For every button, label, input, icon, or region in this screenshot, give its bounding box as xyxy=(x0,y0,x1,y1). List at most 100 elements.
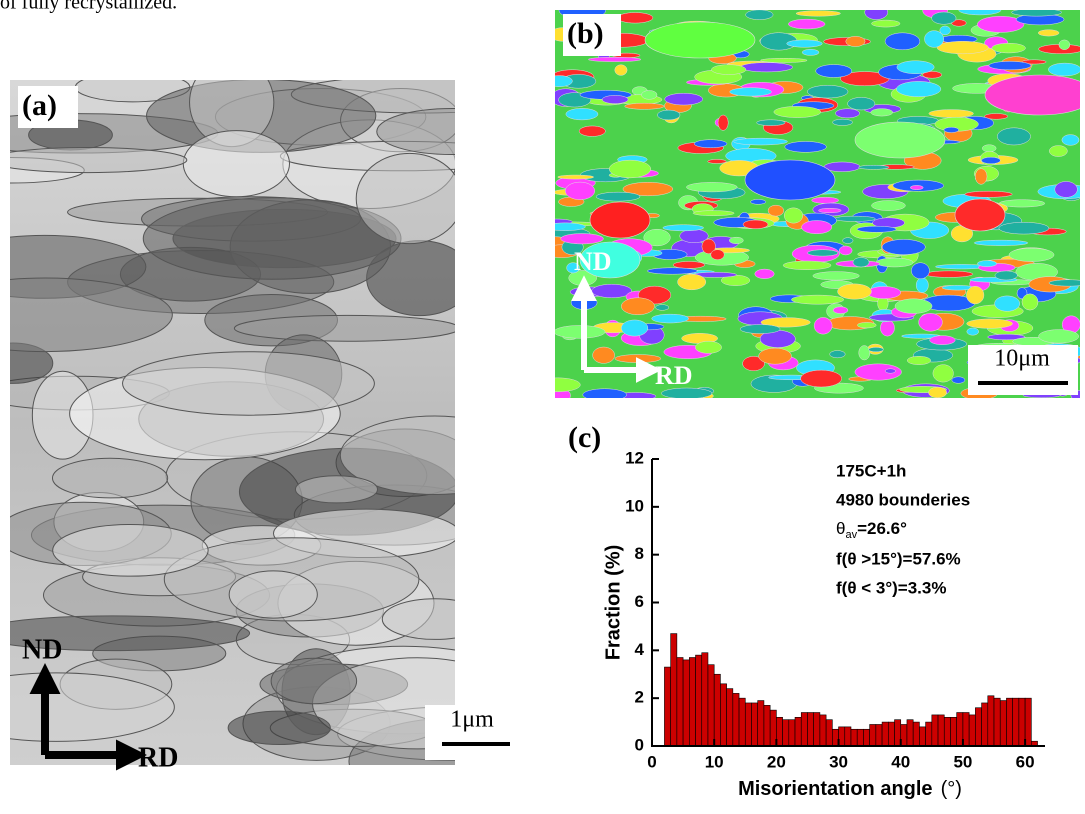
x-axis-title: Misorientation angle xyxy=(738,778,932,800)
grain xyxy=(869,347,884,352)
grain xyxy=(356,153,463,243)
grain xyxy=(995,296,1020,311)
bar xyxy=(926,722,932,746)
grain xyxy=(583,389,627,401)
figure: of fully recrystallized. (a) ND RD 1μm (… xyxy=(0,0,1085,809)
histogram: 0246810120102030405060Misorientation ang… xyxy=(602,448,1045,800)
x-tick-label: 0 xyxy=(647,752,656,771)
grain xyxy=(796,11,840,16)
grain xyxy=(743,220,768,229)
grain xyxy=(561,234,604,244)
grain xyxy=(663,225,704,231)
grain xyxy=(655,305,668,311)
grain xyxy=(565,182,595,200)
grain xyxy=(1039,330,1079,344)
theta-symbol: θ xyxy=(836,519,845,538)
grain xyxy=(774,106,821,117)
x-tick-label: 20 xyxy=(767,752,786,771)
grain xyxy=(183,131,289,197)
grain xyxy=(867,286,901,298)
grain xyxy=(982,145,996,152)
annotation: f(θ < 3°)=3.3% xyxy=(836,578,946,597)
grain xyxy=(711,65,746,75)
grain xyxy=(566,108,598,120)
grain xyxy=(558,175,594,179)
bar xyxy=(982,703,988,746)
panel-label: (a) xyxy=(22,89,57,122)
grain xyxy=(1049,280,1085,286)
bar xyxy=(888,722,894,746)
grain xyxy=(1048,63,1081,76)
grain xyxy=(1059,40,1070,50)
grain xyxy=(807,85,848,98)
grain xyxy=(734,138,788,145)
grain xyxy=(745,160,835,200)
grain xyxy=(928,387,946,398)
grain xyxy=(816,65,852,78)
grain xyxy=(740,63,792,72)
y-tick-label: 2 xyxy=(635,688,644,707)
bar xyxy=(764,705,770,746)
grain xyxy=(123,352,375,415)
grain xyxy=(1055,181,1078,197)
grain xyxy=(929,110,974,118)
panel-label: (b) xyxy=(567,17,604,50)
bar xyxy=(1025,698,1031,746)
y-tick-label: 4 xyxy=(635,640,645,659)
bar xyxy=(913,722,919,746)
grain xyxy=(625,103,664,109)
bar xyxy=(907,720,913,746)
grain xyxy=(295,476,377,503)
grain xyxy=(952,377,965,384)
annotation: 4980 bounderies xyxy=(836,490,970,509)
grain xyxy=(802,49,819,55)
axis-nd: ND xyxy=(22,634,62,665)
grain xyxy=(802,221,832,234)
grain xyxy=(930,336,956,345)
bar xyxy=(1013,698,1019,746)
bar xyxy=(1019,698,1025,746)
grain xyxy=(579,126,605,136)
grain xyxy=(602,95,628,103)
grain xyxy=(855,122,945,158)
grain xyxy=(785,141,827,152)
grain xyxy=(234,315,459,341)
grain xyxy=(977,261,996,267)
grain xyxy=(838,284,872,299)
grain xyxy=(885,369,895,373)
theta-value: =26.6° xyxy=(857,519,907,538)
grain xyxy=(590,202,650,238)
grain xyxy=(768,205,784,216)
grain xyxy=(729,237,743,244)
y-tick-label: 12 xyxy=(625,448,644,467)
bar xyxy=(795,717,801,746)
bar xyxy=(876,724,882,746)
grain xyxy=(377,109,528,155)
grain xyxy=(53,525,208,577)
grain xyxy=(787,40,823,47)
grain xyxy=(882,239,925,254)
bar xyxy=(863,729,869,746)
bar xyxy=(857,729,863,746)
bar xyxy=(677,658,683,746)
grain xyxy=(967,319,1013,328)
grain xyxy=(992,43,1026,53)
bar xyxy=(882,722,888,746)
grain xyxy=(1062,135,1079,146)
bar xyxy=(689,658,695,746)
axis-rd: RD xyxy=(138,742,178,773)
grain xyxy=(228,711,330,744)
grain xyxy=(755,269,775,279)
grain xyxy=(593,347,615,363)
bar xyxy=(950,717,956,746)
annotation: θav=26.6° xyxy=(836,519,907,540)
grain xyxy=(1009,248,1054,261)
grain xyxy=(853,258,869,267)
grain xyxy=(955,199,1005,231)
bar xyxy=(975,708,981,746)
grain xyxy=(546,76,572,87)
bar xyxy=(720,684,726,746)
grain xyxy=(545,223,585,231)
grain xyxy=(596,192,640,201)
bar xyxy=(664,667,670,746)
